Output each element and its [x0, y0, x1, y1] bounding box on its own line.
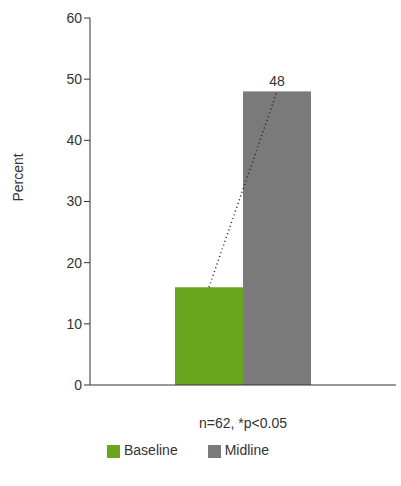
svg-text:Percent: Percent [10, 153, 26, 201]
svg-text:10: 10 [66, 316, 82, 332]
svg-text:n=62, *p<0.05: n=62, *p<0.05 [199, 415, 287, 431]
svg-text:20: 20 [66, 255, 82, 271]
html-text:Midline: Midline [224, 442, 269, 458]
svg-text:50: 50 [66, 71, 82, 87]
svg-text:48: 48 [269, 73, 285, 89]
html-text:Baseline: Baseline [124, 442, 178, 458]
svg-text:60: 60 [66, 10, 82, 26]
svg-text:0: 0 [74, 377, 82, 393]
svg-text:30: 30 [66, 193, 82, 209]
svg-text:40: 40 [66, 132, 82, 148]
